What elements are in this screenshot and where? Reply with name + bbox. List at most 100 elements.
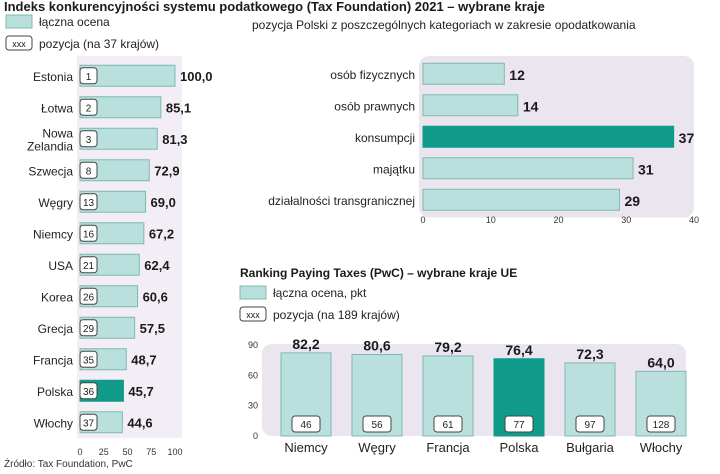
chart1-rank-label: 8: [86, 166, 92, 177]
chart3-category-label: Francja: [426, 440, 470, 455]
chart3-rank-box: [646, 415, 676, 433]
chart1-category-label: Zelandia: [27, 139, 73, 153]
chart1-rank-box: [79, 161, 98, 179]
chart1-rank-box: [79, 350, 98, 368]
chart3-rank-box: [504, 415, 534, 433]
chart1-x-tick: 25: [99, 447, 109, 457]
chart3-rank-label: 128: [653, 420, 670, 431]
chart1-category-label: Szwecja: [28, 164, 73, 178]
chart3-category-label: Polska: [499, 440, 539, 455]
chart1-rank-box: [79, 287, 98, 305]
chart3-rank-label: 46: [300, 420, 312, 431]
chart1-x-tick: 0: [77, 447, 82, 457]
chart1-legend-rank-label: pozycja (na 37 krajów): [39, 37, 159, 51]
chart1-rank-box: [79, 98, 98, 116]
chart1-rank-label: 36: [83, 387, 95, 398]
chart3-rank-label: 77: [513, 420, 525, 431]
chart3-rank-label: 61: [442, 420, 454, 431]
chart1-rank-box: [79, 130, 98, 148]
chart2-value-label: 37: [679, 130, 695, 146]
chart1-legend-score-label: łączna ocena: [39, 15, 110, 29]
chart2-bar: [422, 188, 620, 211]
chart1-rank-box: [79, 67, 98, 85]
chart2-category-label: osób fizycznych: [330, 68, 415, 82]
chart1-category-label: Nowa: [42, 126, 73, 140]
chart1-value-label: 57,5: [140, 321, 165, 336]
chart1-category-label: Grecja: [38, 322, 74, 336]
chart1-rank-label: 3: [86, 135, 92, 146]
chart1-x-tick: 100: [167, 447, 182, 457]
chart1-category-label: USA: [48, 259, 73, 273]
chart1-legend-rank-box-text: xxx: [12, 39, 26, 49]
chart3-legend-rank-label: pozycja (na 189 krajów): [273, 308, 400, 322]
chart2-bar: [422, 125, 675, 148]
chart1-legend-rank-box: [5, 35, 33, 51]
chart1-value-label: 67,2: [149, 226, 174, 241]
chart3-value-label: 72,3: [576, 346, 603, 362]
chart3-value-label: 82,2: [292, 336, 319, 352]
chart1-rank-label: 29: [83, 324, 95, 335]
chart1-x-tick: 50: [122, 447, 132, 457]
chart1-rank-box: [79, 382, 98, 400]
chart2-category-label: działalności transgranicznej: [268, 194, 415, 208]
chart1-rank-label: 21: [83, 261, 95, 272]
chart3-rank-label: 56: [371, 420, 383, 431]
chart2-value-label: 12: [509, 67, 525, 83]
chart1-rank-box: [79, 256, 98, 274]
chart2-value-label: 31: [638, 161, 654, 177]
chart3-legend-score-label: łączna ocena, pkt: [273, 286, 367, 300]
chart3-category-label: Niemcy: [284, 440, 328, 455]
chart1-rank-label: 35: [83, 355, 95, 366]
chart1-value-label: 72,9: [154, 163, 179, 178]
chart3-rank-box: [362, 415, 392, 433]
chart1-value-label: 62,4: [144, 258, 170, 273]
chart1-rank-box: [79, 319, 98, 337]
chart1-legend-swatch: [5, 14, 33, 29]
chart3-value-label: 64,0: [647, 354, 674, 370]
chart2-value-label: 29: [624, 193, 640, 209]
chart2-category-label: konsumpcji: [355, 131, 415, 145]
chart1-category-label: Niemcy: [33, 227, 73, 241]
chart2-value-label: 14: [523, 98, 539, 114]
chart2-bar: [422, 94, 519, 117]
chart1-rank-label: 2: [86, 103, 92, 114]
chart1-value-label: 100,0: [180, 69, 213, 84]
chart1-rank-box: [79, 224, 98, 242]
chart3-y-tick: 60: [248, 370, 258, 380]
chart1-value-label: 69,0: [151, 195, 176, 210]
chart3-category-label: Węgry: [358, 440, 396, 455]
chart1-rank-label: 16: [83, 229, 95, 240]
chart2-x-tick: 40: [689, 215, 699, 225]
chart1-rank-label: 26: [83, 292, 95, 303]
chart2-bar: [422, 62, 505, 85]
chart1-category-label: Korea: [41, 290, 73, 304]
chart1-rank-label: 1: [86, 72, 92, 83]
chart3-y-tick: 0: [253, 431, 258, 441]
source-note: Źródło: Tax Foundation, PwC: [4, 459, 133, 470]
chart2-bar: [422, 157, 634, 180]
chart3-legend-rank-box-text: xxx: [246, 310, 260, 320]
page-title: Indeks konkurencyjności systemu podatkow…: [4, 0, 545, 14]
chart3-y-tick: 30: [248, 401, 258, 411]
chart1-category-label: Estonia: [33, 70, 73, 84]
chart3-legend-rank-box: [239, 306, 267, 322]
chart3-rank-box: [433, 415, 463, 433]
chart3-category-label: Włochy: [640, 440, 683, 455]
chart2-category-label: majątku: [373, 162, 415, 176]
chart3-rank-box: [291, 415, 321, 433]
chart3-value-label: 76,4: [505, 342, 532, 358]
chart3-legend-swatch: [239, 285, 267, 300]
chart1-category-label: Węgry: [38, 196, 73, 210]
chart2-x-tick: 20: [553, 215, 563, 225]
chart2-x-tick: 30: [621, 215, 631, 225]
chart1-rank-label: 13: [83, 198, 95, 209]
chart1-panel: [77, 56, 182, 438]
chart1-rank-box: [79, 193, 98, 211]
chart3-rank-box: [575, 415, 605, 433]
chart1-value-label: 48,7: [131, 352, 156, 367]
chart1-value-label: 81,3: [162, 132, 187, 147]
chart1-x-tick: 75: [146, 447, 156, 457]
chart1-category-label: Francja: [33, 353, 73, 367]
chart1-category-label: Włochy: [34, 416, 73, 430]
